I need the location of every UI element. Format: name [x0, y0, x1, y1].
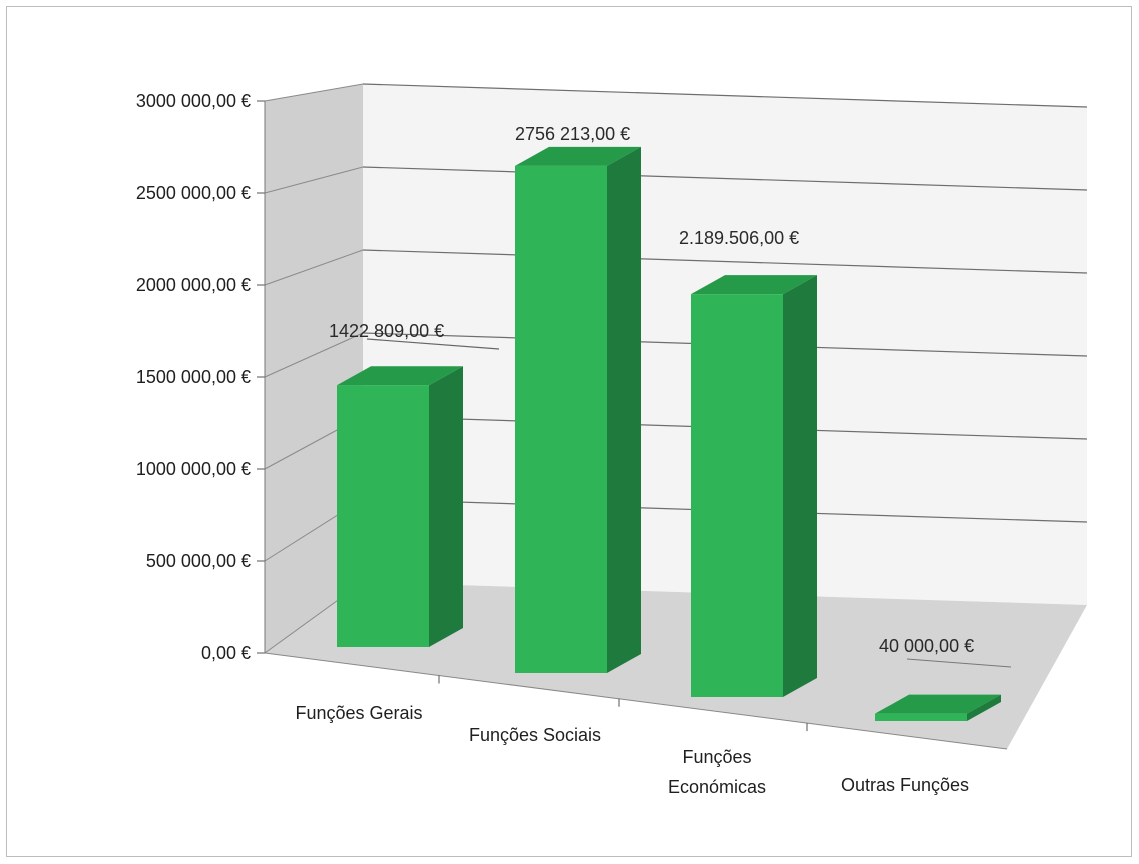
bar-chart-3d: 0,00 € 500 000,00 € 1000 000,00 € 1500 000,…: [136, 83, 1088, 797]
bar-group-0: [337, 366, 463, 647]
gridline-side-5: [264, 166, 364, 194]
bar-top-2: [691, 275, 817, 295]
bar-group-3: [875, 694, 1001, 721]
gridline-side-6: [264, 83, 364, 102]
bar-3: [875, 713, 967, 721]
y-tick-label-5: 2500 000,00 €: [136, 183, 251, 203]
y-tick-label-2: 1000 000,00 €: [136, 459, 251, 479]
bar-1: [515, 165, 607, 673]
data-labels: 1422 809,00 € 2756 213,00 € 2.189.506,00 €…: [329, 124, 1012, 668]
data-label-3: 40 000,00 €: [879, 636, 974, 656]
bar-top-3: [875, 694, 1001, 714]
data-label-leader-3: [906, 658, 1012, 668]
gridline-5: [362, 166, 1088, 191]
data-label-0: 1422 809,00 €: [329, 321, 444, 341]
x-axis-line: [264, 652, 1008, 750]
x-tick-label-0: Funções Gerais: [295, 703, 422, 723]
bar-side-2: [783, 275, 817, 697]
y-tick-label-6: 3000 000,00 €: [136, 91, 251, 111]
y-tick-label-3: 1500 000,00 €: [136, 367, 251, 387]
bar-side-0: [429, 366, 463, 647]
chart-frame: 0,00 € 500 000,00 € 1000 000,00 € 1500 000,…: [6, 6, 1132, 857]
bar-side-1: [607, 146, 641, 673]
bar-top-1: [515, 146, 641, 166]
floor: [265, 582, 1087, 749]
y-tick-label-4: 2000 000,00 €: [136, 275, 251, 295]
bar-side-3: [967, 694, 1001, 721]
x-tick-label-2-line-0: Funções: [682, 747, 751, 767]
gridline-side-3: [264, 332, 364, 378]
data-label-leader-0: [366, 338, 500, 350]
gridline-side-4: [264, 249, 364, 286]
gridline-4: [362, 249, 1088, 274]
x-axis: Funções Gerais Funções Sociais Funções Econ…: [264, 652, 1008, 797]
bar-0: [337, 385, 429, 647]
data-label-2: 2.189.506,00 €: [679, 228, 799, 248]
x-tick-label-1: Funções Sociais: [469, 725, 601, 745]
bar-top-0: [337, 366, 463, 386]
y-tick-label-1: 500 000,00 €: [146, 551, 251, 571]
y-axis: 0,00 € 500 000,00 € 1000 000,00 € 1500 000,…: [136, 91, 266, 663]
bars: [337, 146, 1001, 721]
bar-2: [691, 294, 783, 697]
x-tick-label-2-line-1: Económicas: [668, 777, 766, 797]
data-label-1: 2756 213,00 €: [515, 124, 630, 144]
bar-group-1: [515, 146, 641, 673]
y-tick-label-0: 0,00 €: [201, 643, 251, 663]
x-tick-label-3: Outras Funções: [841, 775, 969, 795]
bar-group-2: [691, 275, 817, 697]
gridline-6: [362, 83, 1088, 108]
